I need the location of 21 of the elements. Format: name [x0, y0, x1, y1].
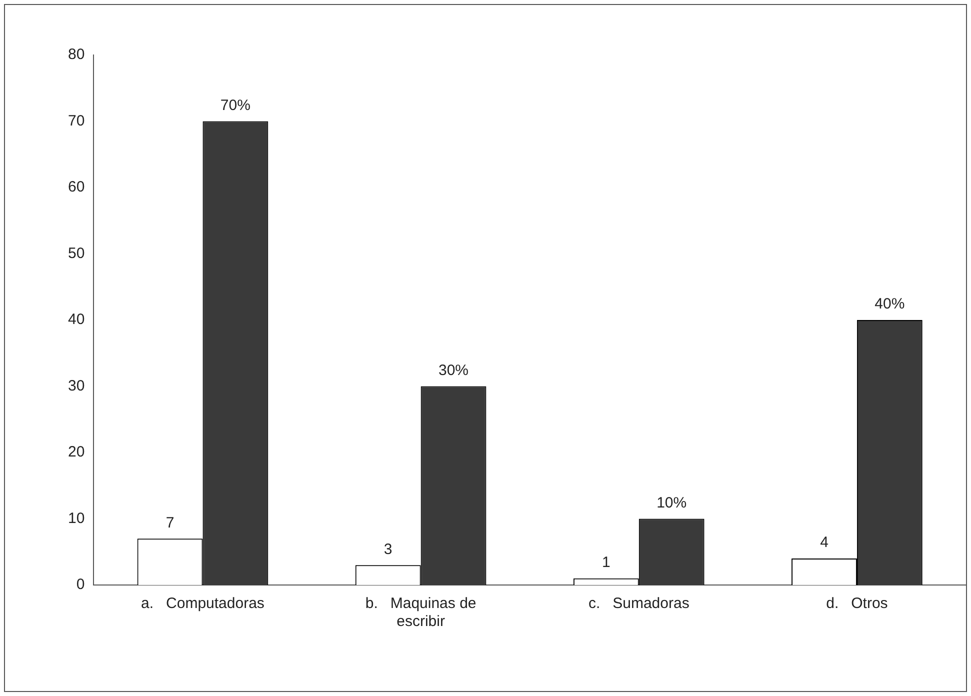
y-tick-label: 40	[68, 311, 85, 328]
data-label: 30%	[438, 362, 469, 379]
data-label: 40%	[874, 296, 905, 313]
data-label: 3	[384, 540, 392, 558]
y-tick-label: 10	[68, 510, 85, 527]
data-label: 7	[166, 514, 174, 532]
y-tick-label: 80	[68, 46, 85, 64]
x-tick-label: a. Computadoras	[141, 595, 264, 612]
data-label: 70%	[220, 96, 250, 114]
y-tick-label: 30	[68, 377, 85, 394]
data-label: 10%	[656, 494, 687, 512]
y-tick-label: 0	[76, 576, 85, 594]
x-tick-label: c. Sumadoras	[588, 595, 690, 612]
data-label: 4	[820, 534, 828, 552]
data-label: 1	[602, 554, 610, 572]
y-tick-label: 60	[68, 178, 85, 196]
y-tick-label: 20	[68, 444, 85, 461]
y-tick-label: 70	[68, 112, 85, 130]
x-tick-label: b. Maquinas de escribir	[365, 595, 476, 630]
x-tick-label: d. Otros	[826, 595, 888, 612]
y-tick-label: 50	[68, 244, 85, 262]
